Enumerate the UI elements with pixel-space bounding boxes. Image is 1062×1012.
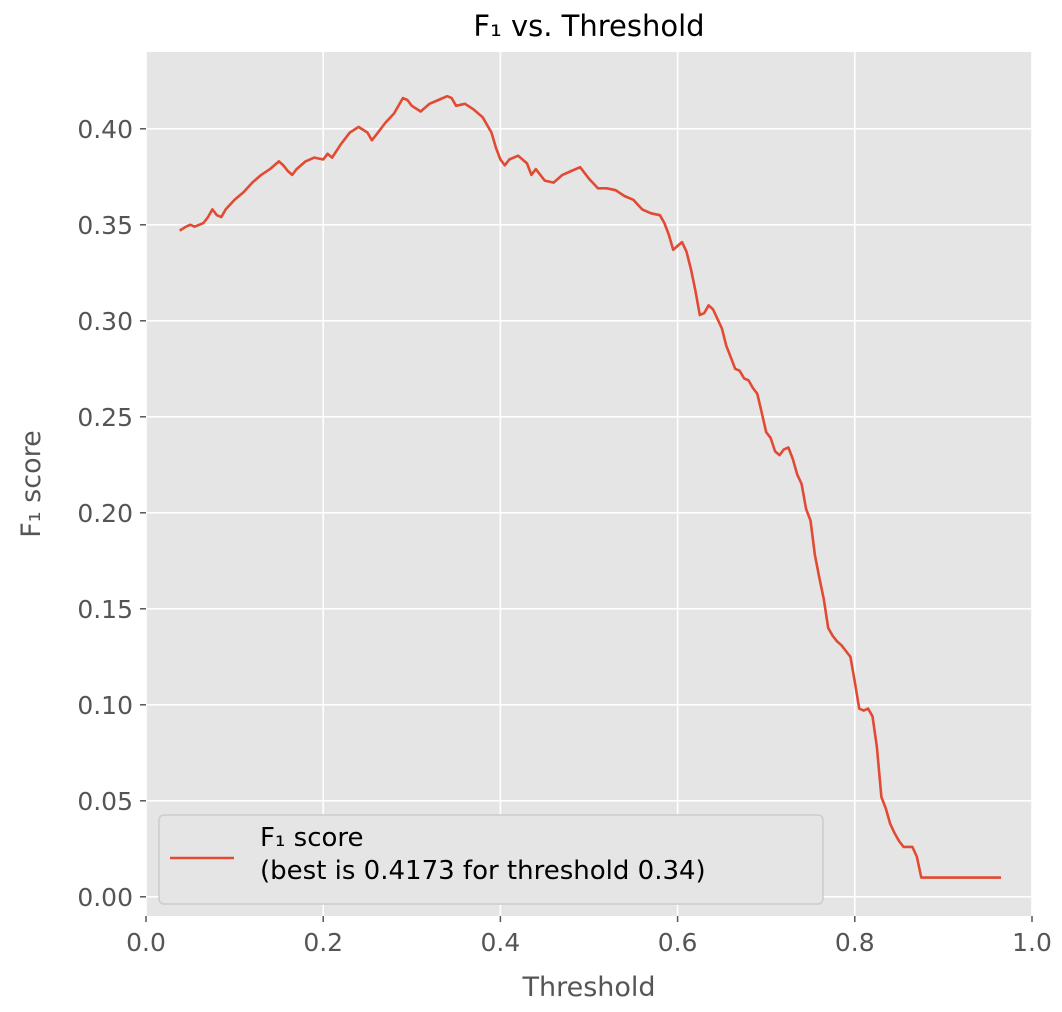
x-tick-label: 0.4	[481, 928, 521, 957]
gridlines	[145, 52, 1033, 916]
x-tick-label: 0.8	[835, 928, 875, 957]
chart-title: F₁ vs. Threshold	[473, 9, 704, 43]
x-axis-label: Threshold	[521, 972, 655, 1003]
y-tick-label: 0.15	[77, 595, 133, 624]
y-tick-label: 0.00	[77, 883, 133, 912]
y-tick-label: 0.05	[77, 787, 133, 816]
x-tick-label: 0.2	[303, 928, 343, 957]
plot-area	[146, 52, 1032, 916]
f1-score-line	[179, 94, 1001, 879]
x-tick-label: 1.0	[1012, 928, 1052, 957]
y-tick-label: 0.35	[77, 211, 133, 240]
x-tick-label: 0.6	[658, 928, 698, 957]
legend: F₁ score (best is 0.4173 for threshold 0…	[158, 814, 824, 905]
y-tick-label: 0.30	[77, 307, 133, 336]
tick-labels: 0.0 0.2 0.4 0.6 0.8 1.0 0.00 0.05 0.10 0.15 0.20 0.…	[77, 115, 1052, 957]
legend-label-line-2: (best is 0.4173 for threshold 0.34)	[260, 856, 706, 886]
x-tick-label: 0.0	[126, 928, 166, 957]
y-axis-label: F₁ score	[16, 430, 47, 538]
y-tick-label: 0.10	[77, 691, 133, 720]
legend-label: F₁ score (best is 0.4173 for threshold 0…	[260, 823, 706, 886]
y-tick-label: 0.20	[77, 499, 133, 528]
y-tick-label: 0.25	[77, 403, 133, 432]
y-tick-label: 0.40	[77, 115, 133, 144]
legend-label-line-1: F₁ score	[260, 823, 364, 853]
legend-box	[158, 814, 824, 905]
